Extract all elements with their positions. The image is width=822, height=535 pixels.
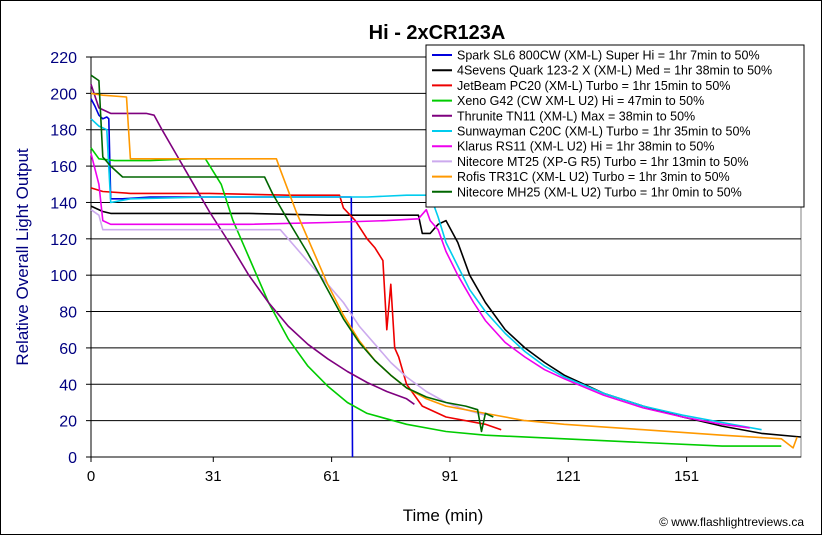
x-axis-ticks: 0 31 61 91 121 151 bbox=[87, 457, 699, 485]
y-tick-label: 160 bbox=[50, 159, 77, 176]
legend-box bbox=[425, 44, 805, 208]
legend-label: Xeno G42 (CW XM-L U2) Hi = 47min to 50% bbox=[457, 94, 704, 108]
credit-text: © www.flashlightreviews.ca bbox=[659, 515, 804, 529]
y-tick-label: 120 bbox=[50, 232, 77, 249]
x-tick-label: 31 bbox=[205, 468, 222, 485]
legend-label: Spark SL6 800CW (XM-L) Super Hi = 1hr 7m… bbox=[457, 49, 760, 63]
x-tick-label: 91 bbox=[442, 468, 459, 485]
x-tick-label: 121 bbox=[556, 468, 581, 485]
series-line-7 bbox=[90, 153, 750, 429]
legend-label: Nitecore MT25 (XP-G R5) Turbo = 1hr 13mi… bbox=[457, 155, 748, 169]
legend-label: Rofis TR31C (XM-L U2) Turbo = 1hr 3min t… bbox=[457, 170, 730, 184]
y-axis-label: Relative Overall Light Output bbox=[13, 148, 32, 366]
y-tick-label: 140 bbox=[50, 195, 77, 212]
x-tick-label: 151 bbox=[674, 468, 699, 485]
legend-label: Sunwayman C20C (XM-L) Turbo = 1hr 35min … bbox=[457, 125, 751, 139]
y-axis-ticks: 0 20 40 60 80 100 120 140 160 180 200 220 bbox=[50, 50, 91, 467]
x-axis-label: Time (min) bbox=[403, 506, 484, 525]
y-tick-label: 40 bbox=[59, 377, 77, 394]
y-tick-label: 200 bbox=[50, 86, 77, 103]
series-lines bbox=[90, 74, 802, 458]
y-tick-label: 0 bbox=[68, 450, 77, 467]
series-line-3 bbox=[90, 187, 502, 431]
series-line-6 bbox=[90, 118, 762, 431]
chart-title: Hi - 2xCR123A bbox=[369, 22, 506, 44]
series-line-5 bbox=[90, 84, 415, 405]
legend-label: 4Sevens Quark 123-2 X (XM-L) Med = 1hr 3… bbox=[457, 64, 772, 78]
legend-label: Thrunite TN11 (XM-L) Max = 38min to 50% bbox=[457, 109, 695, 123]
legend-label: JetBeam PC20 (XM-L) Turbo = 1hr 15min to… bbox=[457, 79, 730, 93]
series-line-4 bbox=[90, 147, 782, 447]
y-tick-label: 100 bbox=[50, 268, 77, 285]
legend-label: Klarus RS11 (XM-L U2) Hi = 1hr 38min to … bbox=[457, 140, 714, 154]
legend-label: Nitecore MH25 (XM-L U2) Turbo = 1hr 0min… bbox=[457, 185, 742, 199]
y-tick-label: 60 bbox=[59, 341, 77, 358]
legend: Spark SL6 800CW (XM-L) Super Hi = 1hr 7m… bbox=[425, 44, 805, 208]
y-tick-label: 80 bbox=[59, 305, 77, 322]
axes bbox=[90, 57, 801, 458]
y-tick-label: 20 bbox=[59, 414, 77, 431]
y-tick-label: 180 bbox=[50, 123, 77, 140]
series-line-10 bbox=[90, 74, 494, 433]
x-tick-label: 61 bbox=[323, 468, 340, 485]
x-tick-label: 0 bbox=[87, 468, 95, 485]
y-tick-label: 220 bbox=[50, 50, 77, 67]
series-line-8 bbox=[90, 209, 486, 416]
